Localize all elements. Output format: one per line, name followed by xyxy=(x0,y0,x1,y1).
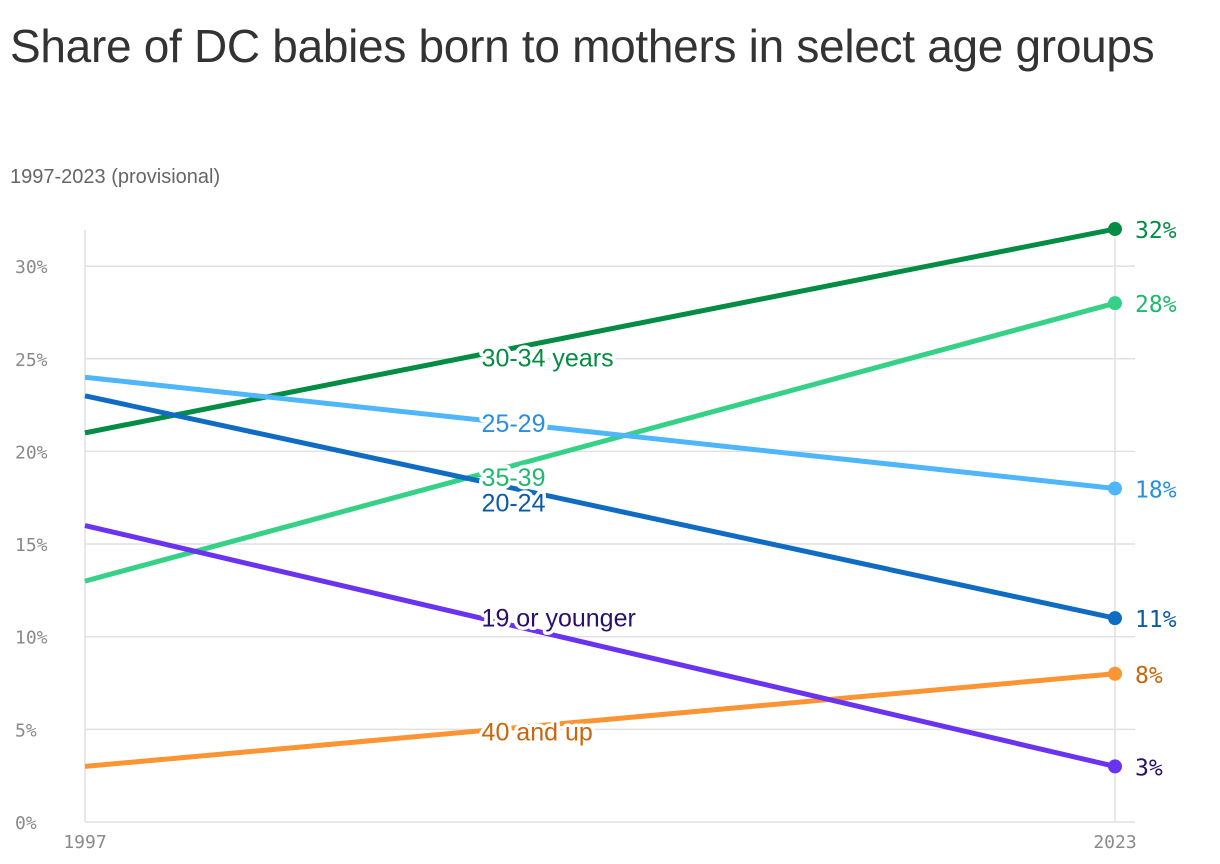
series-end-value-label: 8% xyxy=(1135,663,1163,689)
y-tick-label: 5% xyxy=(15,720,37,741)
y-axis: 0% 5% 10% 15% 20% 25% 30% xyxy=(15,257,48,834)
series-name-label: 19 or younger xyxy=(482,604,636,632)
series-end-point xyxy=(1108,611,1122,626)
series-end-value-label: 28% xyxy=(1135,292,1177,318)
series-end-value-label: 11% xyxy=(1135,607,1177,633)
series-line xyxy=(84,523,1116,769)
series-end-point xyxy=(1108,222,1122,237)
series-line xyxy=(84,393,1116,621)
x-tick-label: 1997 xyxy=(63,832,106,853)
series-end-point xyxy=(1108,759,1122,774)
y-tick-label: 10% xyxy=(15,628,48,649)
series-lines xyxy=(84,222,1122,774)
y-tick-label: 20% xyxy=(15,442,48,463)
y-tick-label: 30% xyxy=(15,257,48,278)
series-name-label: 35-39 xyxy=(482,464,546,492)
series-name-label: 40 and up xyxy=(482,719,593,747)
series-labels: 32% 30-34 years 28% 35-39 18% 25-29 11% 20-24 8%… xyxy=(478,218,1177,781)
series-end-point xyxy=(1108,296,1122,311)
y-tick-label: 25% xyxy=(15,350,48,371)
chart-subtitle: 1997-2023 (provisional) xyxy=(10,166,221,188)
series-line xyxy=(84,374,1116,491)
y-tick-label: 15% xyxy=(15,535,48,556)
series-name-label: 30-34 years xyxy=(482,344,614,372)
series-end-point xyxy=(1108,481,1122,496)
series-line xyxy=(84,300,1116,584)
series-end-value-label: 32% xyxy=(1135,218,1177,244)
series-line xyxy=(84,226,1116,436)
x-axis: 1997 2023 xyxy=(63,832,1136,853)
series-line xyxy=(84,671,1116,769)
series-name-label: 20-24 xyxy=(482,489,546,517)
series-name-label: 25-29 xyxy=(482,410,546,438)
series-end-value-label: 18% xyxy=(1135,477,1177,503)
y-tick-label: 0% xyxy=(15,813,37,834)
chart-title: Share of DC babies born to mothers in se… xyxy=(10,20,1155,72)
gridlines xyxy=(84,230,1135,823)
series-end-value-label: 3% xyxy=(1135,755,1163,781)
series-end-point xyxy=(1108,666,1122,681)
x-tick-label: 2023 xyxy=(1093,832,1136,853)
